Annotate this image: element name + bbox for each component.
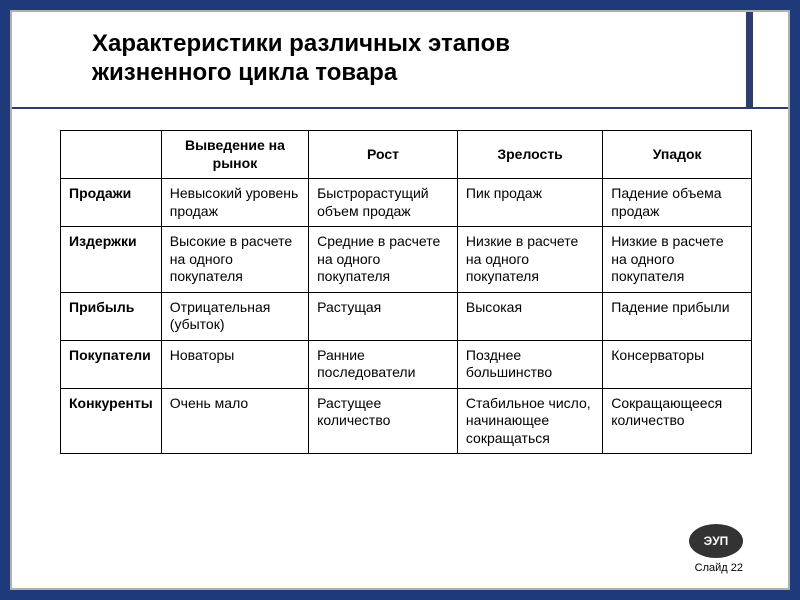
- cell: Сокращающееся количество: [603, 388, 752, 454]
- cell: Отрицательная (убыток): [161, 292, 308, 340]
- logo-text: ЭУП: [704, 534, 729, 548]
- table-row: Продажи Невысокий уровень продаж Быстрор…: [61, 179, 752, 227]
- cell: Средние в расчете на одного покупателя: [309, 227, 458, 293]
- row-label: Конкуренты: [61, 388, 162, 454]
- header-cell: Выведение на рынок: [161, 131, 308, 179]
- row-label: Продажи: [61, 179, 162, 227]
- header-cell: Упадок: [603, 131, 752, 179]
- decor-vertical-bars: [739, 12, 753, 107]
- logo-badge: ЭУП: [689, 524, 743, 558]
- row-label: Покупатели: [61, 340, 162, 388]
- slide-container: Характеристики различных этапов жизненно…: [10, 10, 790, 590]
- cell: Консерваторы: [603, 340, 752, 388]
- header-cell: Рост: [309, 131, 458, 179]
- header-cell: Зрелость: [457, 131, 602, 179]
- cell: Невысокий уровень продаж: [161, 179, 308, 227]
- cell: Пик продаж: [457, 179, 602, 227]
- cell: Низкие в расчете на одного покупателя: [603, 227, 752, 293]
- table-row: Покупатели Новаторы Ранние последователи…: [61, 340, 752, 388]
- cell: Новаторы: [161, 340, 308, 388]
- decor-horizontal-line-light: [12, 109, 788, 113]
- slide-number: Слайд 22: [695, 562, 743, 574]
- cell: Низкие в расчете на одного покупателя: [457, 227, 602, 293]
- cell: Растущая: [309, 292, 458, 340]
- slide-title: Характеристики различных этапов жизненно…: [92, 30, 510, 88]
- cell: Ранние последователи: [309, 340, 458, 388]
- row-label: Прибыль: [61, 292, 162, 340]
- cell: Очень мало: [161, 388, 308, 454]
- table-header-row: Выведение на рынок Рост Зрелость Упадок: [61, 131, 752, 179]
- title-line-2: жизненного цикла товара: [92, 59, 397, 86]
- cell: Падение прибыли: [603, 292, 752, 340]
- cell: Стабильное число, начинающее сокращаться: [457, 388, 602, 454]
- table-row: Издержки Высокие в расчете на одного пок…: [61, 227, 752, 293]
- cell: Растущее количество: [309, 388, 458, 454]
- cell: Высокая: [457, 292, 602, 340]
- title-line-1: Характеристики различных этапов: [92, 30, 510, 57]
- cell: Высокие в расчете на одного покупателя: [161, 227, 308, 293]
- lifecycle-table: Выведение на рынок Рост Зрелость Упадок …: [60, 130, 752, 454]
- cell: Быстрорастущий объем продаж: [309, 179, 458, 227]
- row-label: Издержки: [61, 227, 162, 293]
- cell: Падение объема продаж: [603, 179, 752, 227]
- table-row: Конкуренты Очень мало Растущее количеств…: [61, 388, 752, 454]
- cell: Позднее большинство: [457, 340, 602, 388]
- table-row: Прибыль Отрицательная (убыток) Растущая …: [61, 292, 752, 340]
- header-cell: [61, 131, 162, 179]
